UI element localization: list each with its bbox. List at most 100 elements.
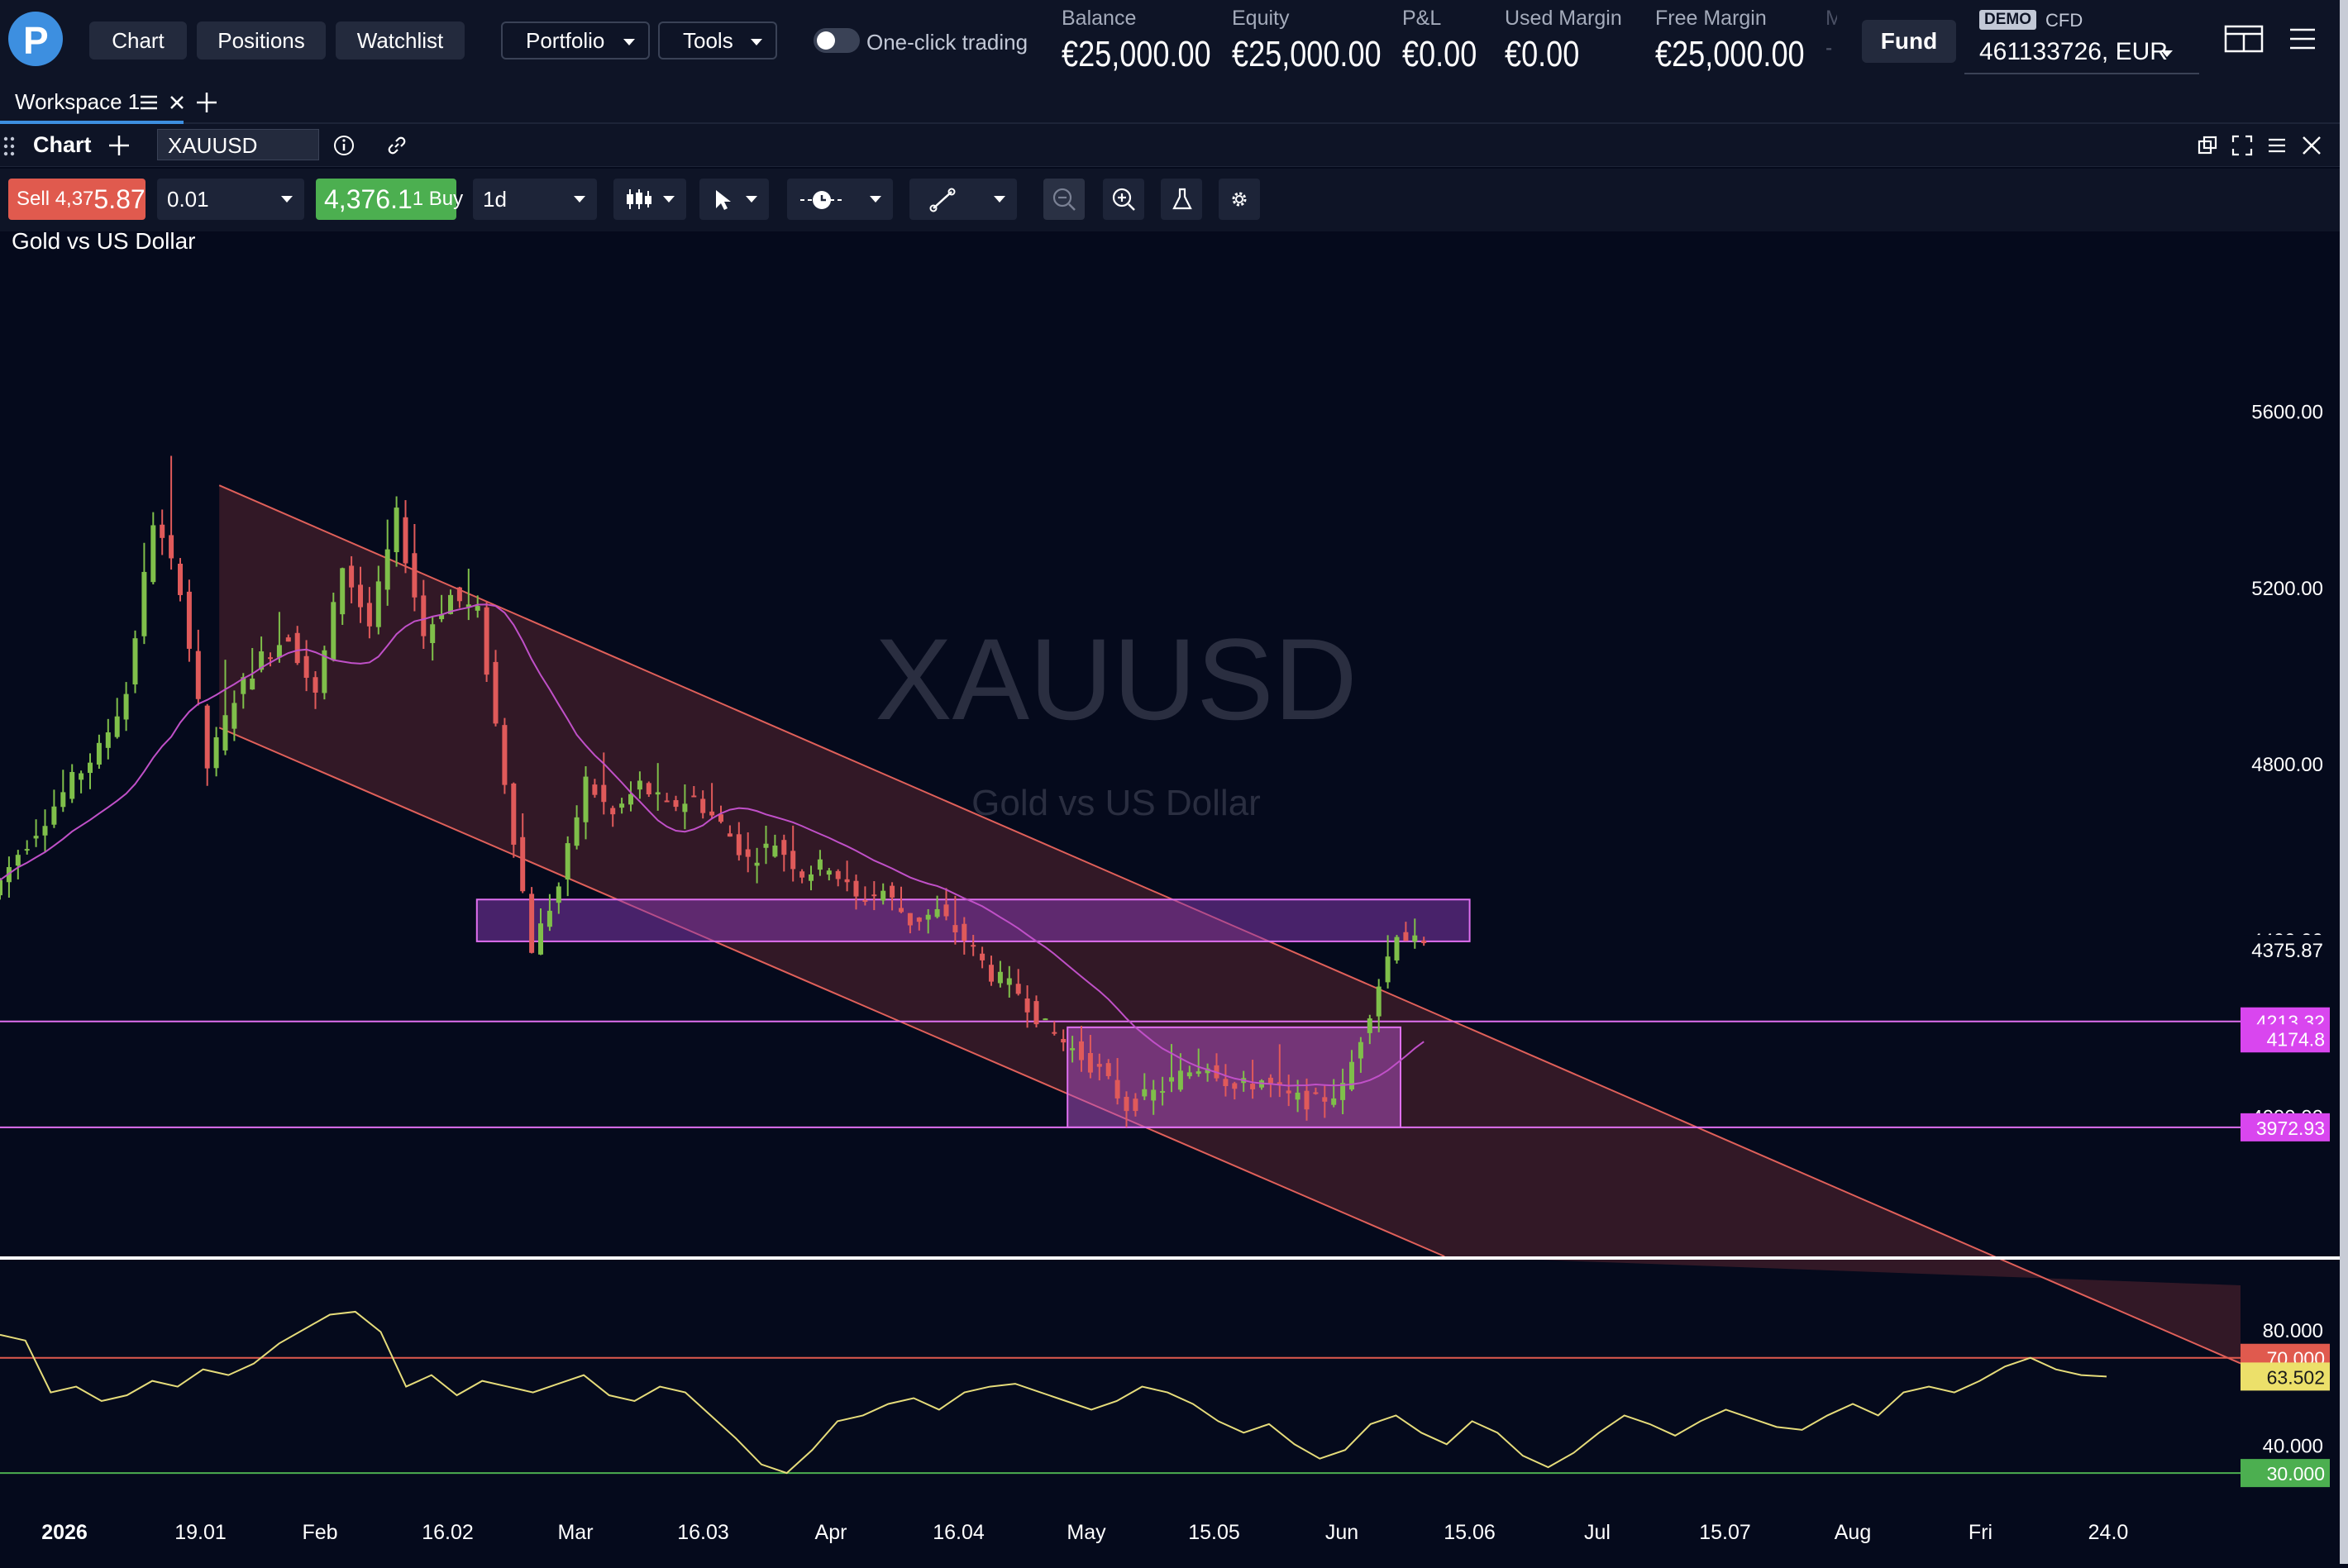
- candle-body: [989, 965, 994, 982]
- pepperstone-logo-icon[interactable]: P: [8, 12, 63, 66]
- rsi-level-label-1: 30.000: [2267, 1463, 2325, 1485]
- balance-stat: Balance €25,000.00: [1062, 7, 1243, 75]
- candle-body: [664, 800, 670, 803]
- free-margin-stat: Free Margin €25,000.00: [1655, 7, 1837, 75]
- used-margin-stat: Used Margin €0.00: [1505, 7, 1622, 75]
- rsi-current-bg: [2241, 1362, 2330, 1391]
- one-click-trading-label: One-click trading: [866, 30, 1028, 55]
- time-axis-label: Mar: [557, 1521, 593, 1544]
- symbol-input[interactable]: XAUUSD: [157, 129, 319, 160]
- sell-button[interactable]: Sell 4,37 5.87: [8, 179, 146, 220]
- quantity-select[interactable]: 0.01: [157, 179, 304, 220]
- buy-button[interactable]: 4,376.1 1 Buy: [316, 179, 463, 220]
- candle-body: [0, 879, 2, 896]
- portfolio-label: Portfolio: [526, 27, 605, 53]
- add-workspace-icon[interactable]: [195, 91, 218, 114]
- nav-positions-button[interactable]: Positions: [197, 21, 326, 60]
- tools-dropdown[interactable]: Tools: [658, 21, 777, 60]
- candle-body: [1313, 1092, 1319, 1094]
- zoom-out-icon: [1052, 188, 1076, 211]
- popout-icon[interactable]: [2196, 134, 2219, 157]
- layout-icon[interactable]: [2224, 25, 2264, 55]
- current-price-label: 4375.87: [2251, 940, 2323, 962]
- candle-body: [1412, 935, 1418, 942]
- candlestick-icon: [627, 189, 651, 209]
- price-axis-tick: 5600.00: [2251, 402, 2323, 424]
- close-tab-icon[interactable]: [169, 94, 185, 111]
- candle-body: [1186, 1072, 1192, 1077]
- indicators-button[interactable]: [1161, 179, 1202, 220]
- drawing-tool-button[interactable]: [909, 179, 1017, 220]
- one-click-trading-toggle[interactable]: [814, 28, 860, 53]
- candle-body: [1349, 1061, 1354, 1090]
- chart-panel-header: Chart XAUUSD: [0, 124, 2348, 167]
- chevron-down-icon: [751, 39, 762, 45]
- panel-menu-icon[interactable]: [2265, 134, 2288, 157]
- menu-icon[interactable]: [2288, 25, 2317, 53]
- candle-body: [1295, 1092, 1300, 1100]
- drag-handle-icon[interactable]: [3, 136, 15, 157]
- candle-body: [853, 880, 859, 897]
- sell-price-prefix: Sell 4,37: [17, 188, 94, 210]
- rsi-axis-tick: 80.000: [2263, 1320, 2323, 1342]
- candle-body: [33, 836, 39, 839]
- candle-body: [366, 603, 372, 627]
- nav-watchlist-button[interactable]: Watchlist: [336, 21, 465, 60]
- chart-area[interactable]: XAUUSD Gold vs US Dollar 5600.00 5200.00 480…: [0, 231, 2340, 1564]
- price-chart[interactable]: XAUUSD Gold vs US Dollar 5600.00 5200.00 480…: [0, 231, 2340, 1564]
- candle-body: [934, 908, 940, 917]
- candle-body: [1286, 1090, 1291, 1094]
- candle-body: [1169, 1077, 1174, 1082]
- price-axis-tick: 4800.00: [2251, 754, 2323, 776]
- timeframe-select[interactable]: 1d: [473, 179, 597, 220]
- candle-body: [375, 581, 381, 627]
- candle-body: [1358, 1041, 1363, 1059]
- candle-body: [628, 794, 633, 805]
- candle-body: [1250, 1084, 1256, 1089]
- page-scrollbar[interactable]: [2340, 0, 2348, 1564]
- expand-icon[interactable]: [2231, 134, 2254, 157]
- candle-body: [349, 565, 355, 588]
- trendline-icon: [929, 188, 956, 212]
- link-icon[interactable]: [385, 134, 408, 157]
- candle-body: [619, 803, 625, 808]
- account-type: CFD: [2045, 10, 2083, 31]
- chart-panel-title: Chart: [33, 132, 92, 157]
- pnl-stat: P&L €0.00: [1402, 7, 1493, 75]
- chart-type-button[interactable]: [613, 179, 686, 220]
- current-price-bg: [2244, 935, 2331, 964]
- candle-body: [880, 890, 886, 901]
- info-icon[interactable]: [332, 134, 356, 157]
- candle-body: [1105, 1063, 1111, 1076]
- chevron-down-icon: [623, 39, 635, 45]
- zoom-in-button[interactable]: [1103, 179, 1144, 220]
- workspace-tab[interactable]: Workspace 1: [0, 83, 184, 124]
- candle-body: [1385, 956, 1391, 983]
- candle-body: [890, 885, 895, 898]
- close-panel-icon[interactable]: [2300, 134, 2323, 157]
- hamburger-icon[interactable]: [139, 93, 159, 112]
- add-chart-icon[interactable]: [107, 134, 131, 157]
- candle-body: [1015, 984, 1021, 994]
- time-axis-label: 16.02: [422, 1521, 474, 1544]
- nav-chart-button[interactable]: Chart: [89, 21, 187, 60]
- fund-button[interactable]: Fund: [1862, 20, 1956, 63]
- candle-body: [358, 584, 363, 608]
- account-selector[interactable]: DEMO CFD 461133726, EUR: [1964, 5, 2199, 74]
- candle-body: [403, 517, 408, 564]
- time-axis-label: 16.04: [933, 1521, 985, 1544]
- candle-body: [1223, 1079, 1229, 1087]
- candle-body: [1403, 932, 1409, 941]
- portfolio-dropdown[interactable]: Portfolio: [501, 21, 650, 60]
- clipped-stat-label: M: [1825, 7, 1837, 30]
- buy-price-suffix: 1 Buy: [412, 188, 464, 210]
- time-tool-button[interactable]: [787, 179, 893, 220]
- rsi-axis-tick: 40.000: [2263, 1435, 2323, 1457]
- time-axis-label: 19.01: [174, 1521, 227, 1544]
- settings-button[interactable]: [1219, 179, 1260, 220]
- price-label-1: 4174.8: [2267, 1028, 2325, 1050]
- candle-body: [105, 732, 111, 748]
- cursor-tool-button[interactable]: [699, 179, 769, 220]
- equity-stat: Equity €25,000.00: [1232, 7, 1414, 75]
- zoom-out-button[interactable]: [1043, 179, 1085, 220]
